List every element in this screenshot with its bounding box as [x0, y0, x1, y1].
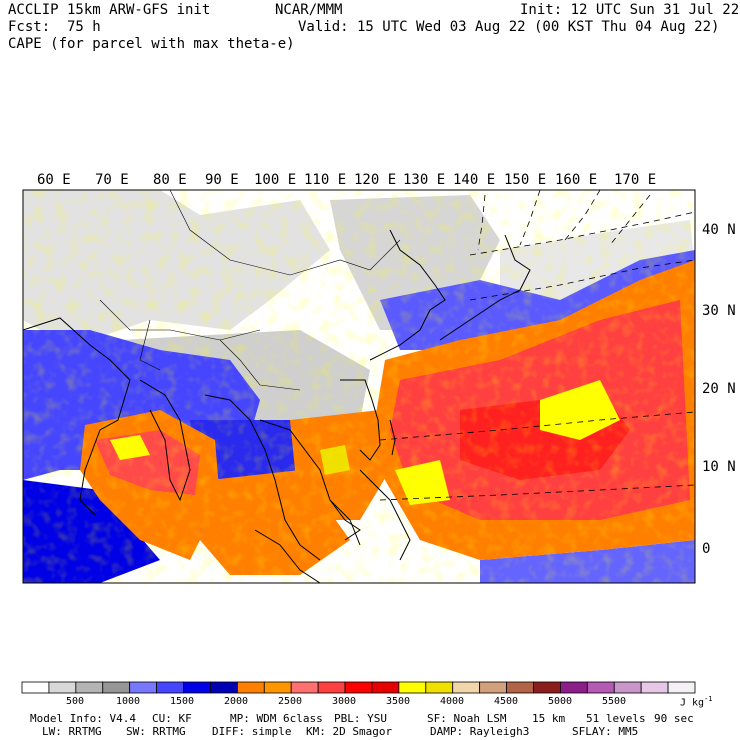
- lat-label: 10 N: [702, 459, 736, 475]
- lat-label: 20 N: [702, 381, 736, 397]
- grid-spacing: 15 km: [532, 712, 566, 725]
- shortwave-scheme: SW: RRTMG: [126, 725, 186, 738]
- colorbar-tick: 1500: [169, 696, 195, 707]
- lon-label: 150 E: [504, 172, 547, 188]
- colorbar-swatch: [290, 681, 319, 694]
- model-title: ACCLIP 15km ARW-GFS init: [8, 2, 211, 18]
- time-step: 90 sec: [654, 712, 694, 725]
- colorbar-tick: 5000: [547, 696, 573, 707]
- borders: [99, 190, 401, 391]
- lon-label: 140 E: [453, 172, 496, 188]
- diffusion-option: DIFF: simple: [212, 725, 292, 738]
- lon-label: 160 E: [555, 172, 598, 188]
- colorbar-tick: 500: [65, 696, 85, 707]
- colorbar-swatch: [560, 681, 588, 694]
- colorbar-swatch: [183, 681, 211, 694]
- cape-field: [23, 190, 695, 583]
- surface-layer-option: SFLAY: MM5: [572, 725, 639, 738]
- model-version: Model Info: V4.4: [30, 712, 136, 725]
- colorbar-swatch: [102, 681, 131, 694]
- lon-label: 110 E: [304, 172, 347, 188]
- forecast-hour: Fcst: 75 h: [8, 19, 101, 35]
- colorbar-swatch: [586, 681, 615, 694]
- lon-label: 60 E: [37, 172, 71, 188]
- colorbar-swatch: [533, 681, 561, 694]
- lon-label: 100 E: [254, 172, 297, 188]
- colorbar-swatch: [48, 681, 77, 694]
- colorbar-swatch: [210, 681, 238, 694]
- colorbar-tick: 4500: [493, 696, 519, 707]
- graticule: [379, 190, 695, 501]
- pbl-scheme: PBL: YSU: [334, 712, 387, 725]
- microphysics-scheme: MP: WDM 6class: [230, 712, 323, 725]
- surface-scheme: SF: Noah LSM: [427, 712, 507, 725]
- colorbar-tick: 4000: [439, 696, 465, 707]
- org-label: NCAR/MMM: [275, 2, 343, 18]
- colorbar-swatch: [156, 681, 184, 694]
- damping-option: DAMP: Rayleigh3: [430, 725, 530, 738]
- colorbar-swatch: [317, 681, 346, 694]
- lat-label: 0: [702, 541, 711, 557]
- vertical-levels: 51 levels: [586, 712, 646, 725]
- colorbar-units: J kg-1: [680, 695, 713, 709]
- colorbar-tick: 3000: [331, 696, 357, 707]
- longwave-scheme: LW: RRTMG: [42, 725, 102, 738]
- lon-label: 130 E: [403, 172, 446, 188]
- lon-label: 70 E: [95, 172, 129, 188]
- cumulus-scheme: CU: KF: [152, 712, 192, 725]
- colorbar-swatch: [640, 681, 669, 694]
- valid-time: Valid: 15 UTC Wed 03 Aug 22 (00 KST Thu …: [298, 19, 720, 35]
- lat-label: 30 N: [702, 303, 736, 319]
- colorbar-swatch: [452, 681, 481, 694]
- coastlines: [23, 229, 531, 583]
- colorbar-tick: 2500: [277, 696, 303, 707]
- colorbar-swatch: [21, 681, 50, 694]
- lat-label: 40 N: [702, 222, 736, 238]
- lon-label: 120 E: [354, 172, 397, 188]
- lon-label: 80 E: [153, 172, 187, 188]
- init-time: Init: 12 UTC Sun 31 Jul 22: [520, 2, 740, 18]
- colorbar-swatch: [506, 681, 534, 694]
- lon-label: 90 E: [205, 172, 239, 188]
- colorbar-tick: 5500: [601, 696, 627, 707]
- colorbar-swatch: [236, 681, 265, 694]
- colorbar-swatch: [425, 681, 454, 694]
- colorbar-swatch: [75, 681, 104, 694]
- colorbar-tick: 2000: [223, 696, 249, 707]
- colorbar-swatch: [344, 681, 373, 694]
- colorbar-swatch: [667, 681, 696, 694]
- km-option: KM: 2D Smagor: [306, 725, 393, 738]
- colorbar-swatch: [129, 681, 157, 694]
- colorbar-swatch: [613, 681, 642, 694]
- colorbar-swatch: [263, 681, 292, 694]
- colorbar-tick: 1000: [115, 696, 141, 707]
- colorbar-swatch: [398, 681, 427, 694]
- field-name: CAPE (for parcel with max theta-e): [8, 36, 295, 52]
- colorbar-swatch: [371, 681, 400, 694]
- colorbar-swatch: [479, 681, 507, 694]
- colorbar-tick: 3500: [385, 696, 411, 707]
- lon-label: 170 E: [614, 172, 657, 188]
